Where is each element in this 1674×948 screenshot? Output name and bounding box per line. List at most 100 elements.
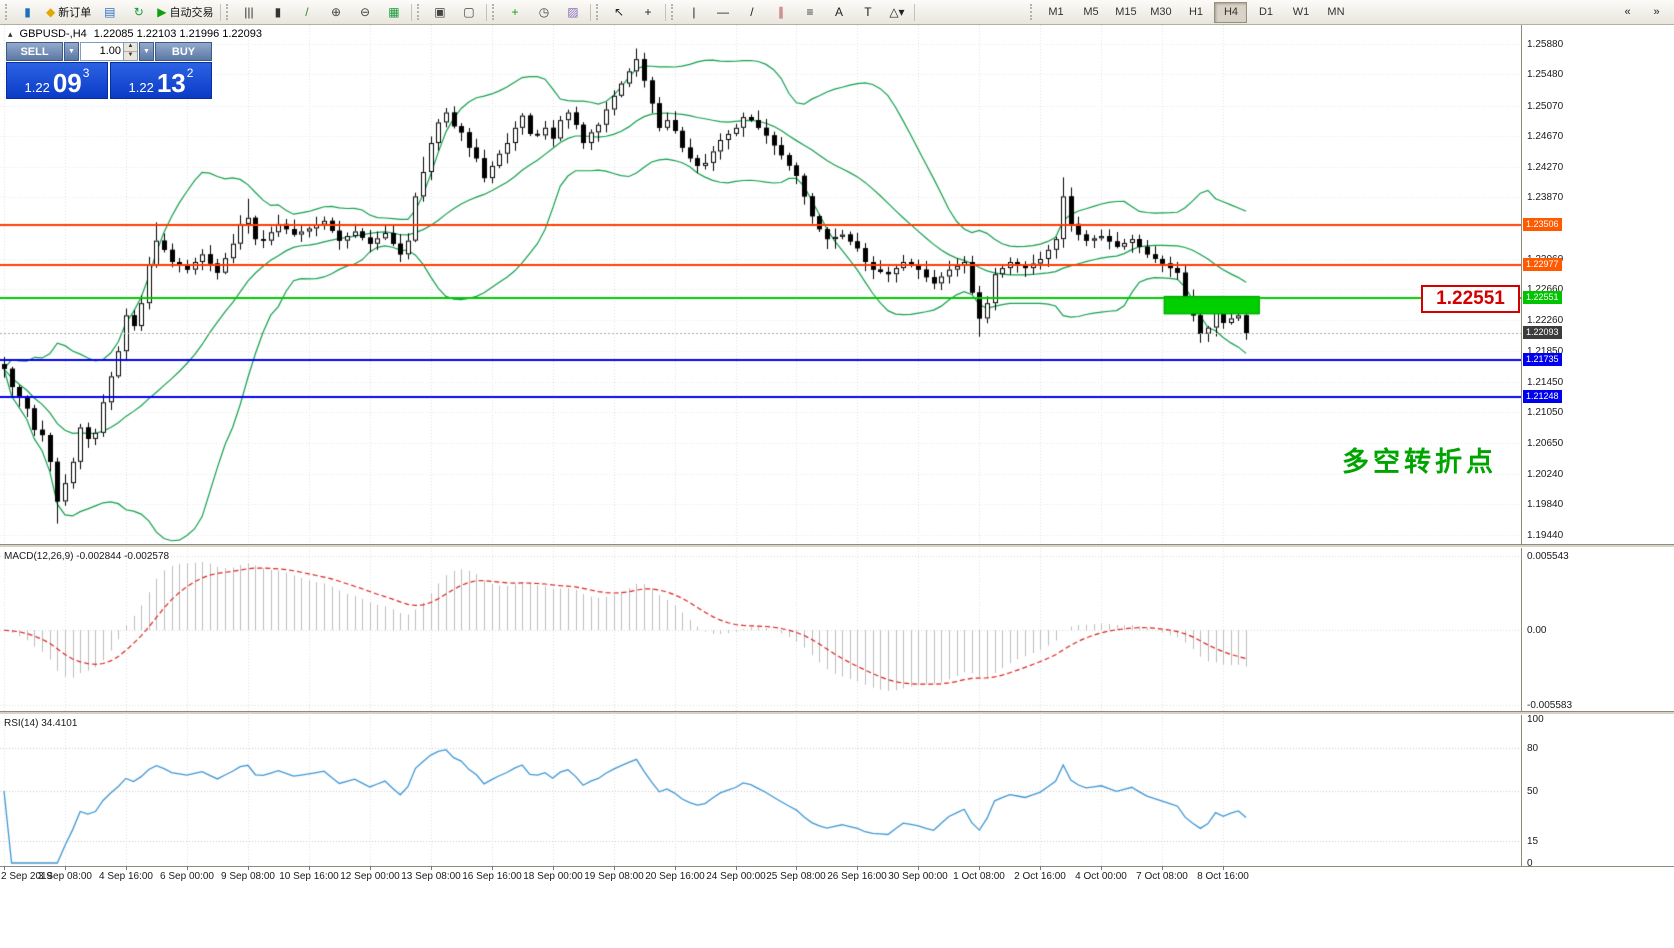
time-axis-label: 10 Sep 16:00 (279, 871, 339, 882)
pane-separator-rsi[interactable] (0, 711, 1674, 715)
macd-canvas[interactable] (0, 548, 1521, 711)
fibonacci-button[interactable]: ≡ (795, 1, 824, 24)
timeframe-m30-button[interactable]: M30 (1150, 6, 1172, 18)
cascade-windows-button[interactable]: ▢ (454, 1, 483, 24)
toolbar-drag-handle[interactable] (417, 4, 421, 20)
sell-button[interactable]: SELL (6, 42, 63, 61)
candlestick-button[interactable]: ▮ (263, 1, 292, 24)
buy-price-main: 1.22 (128, 80, 154, 95)
one-click-toggle-icon[interactable]: ▴ (8, 28, 13, 39)
trendline-icon: / (750, 5, 754, 19)
timeframe-h1-button[interactable]: H1 (1188, 6, 1203, 18)
timeframe-w1-button[interactable]: W1 (1292, 6, 1310, 18)
volume-up-button[interactable]: ▲ (124, 43, 137, 52)
timeframe-h4-button[interactable]: H4 (1214, 1, 1248, 23)
price-chart-canvas[interactable] (0, 25, 1521, 544)
zoom-out-button[interactable]: ⊖ (350, 1, 379, 24)
toolbar-separator (220, 3, 222, 21)
time-axis-label: 4 Oct 00:00 (1075, 871, 1127, 882)
horizontal-line-icon: — (716, 5, 729, 19)
shapes-button[interactable]: △▾ (882, 1, 911, 24)
toolbar-separator (411, 3, 413, 21)
indicators-button[interactable]: + (500, 1, 529, 24)
label-button[interactable]: T (853, 1, 882, 24)
templates-button[interactable]: ▨ (558, 1, 587, 24)
rsi-axis-label: 15 (1527, 836, 1539, 848)
sell-dropdown-button[interactable]: ▼ (64, 42, 79, 61)
price-axis-label: 1.20240 (1527, 468, 1564, 480)
rsi-canvas[interactable] (0, 715, 1521, 866)
rsi-axis-label: 50 (1527, 786, 1539, 797)
toolbar-overflow-right-icon[interactable]: » (1653, 6, 1660, 18)
price-axis-label: 1.23870 (1527, 192, 1564, 204)
line-chart-button[interactable]: / (292, 1, 321, 24)
time-axis-label: 2 Oct 16:00 (1014, 871, 1066, 882)
buy-dropdown-button[interactable]: ▼ (139, 42, 154, 61)
ohlc-values: 1.22085 1.22103 1.21996 1.22093 (93, 28, 262, 40)
time-axis-label: 9 Sep 08:00 (221, 871, 275, 882)
time-axis-tick (979, 866, 980, 870)
timeframe-mn-button[interactable]: MN (1327, 6, 1345, 18)
time-axis-tick (492, 866, 493, 870)
horizontal-line-button[interactable]: — (708, 1, 737, 24)
sell-price-main: 1.22 (24, 80, 50, 95)
arrow-shapes-icon: △▾ (889, 5, 905, 19)
time-axis-label: 19 Sep 08:00 (584, 871, 644, 882)
price-tag: 1.22977 (1523, 258, 1562, 272)
timeframe-m1-button[interactable]: M1 (1048, 6, 1064, 18)
text-button[interactable]: A (824, 1, 853, 24)
toolbar-drag-handle[interactable] (596, 4, 600, 20)
time-axis[interactable] (0, 866, 1674, 948)
new-chart-button[interactable]: ▮ (13, 1, 42, 24)
price-axis-label: 1.20650 (1527, 437, 1564, 449)
volume-input[interactable]: 1.00 (99, 45, 121, 57)
profiles-button[interactable]: ▤ (95, 1, 124, 24)
autotrading-button[interactable]: ▶ 自动交易 (153, 1, 217, 24)
macd-axis-label: 0.00 (1527, 625, 1547, 637)
price-tag: 1.21248 (1523, 390, 1562, 404)
time-axis-tick (1162, 866, 1163, 870)
channel-button[interactable]: ∥ (766, 1, 795, 24)
timeframe-d1-button[interactable]: D1 (1258, 6, 1273, 18)
crosshair-icon: + (644, 5, 652, 19)
trendline-button[interactable]: / (737, 1, 766, 24)
toolbar-drag-handle[interactable] (671, 4, 675, 20)
buy-price-button[interactable]: 1.22 13 2 (110, 62, 212, 99)
zoom-in-button[interactable]: ⊕ (321, 1, 350, 24)
pane-separator-macd[interactable] (0, 544, 1674, 548)
volume-down-button[interactable]: ▼ (124, 52, 137, 60)
price-axis[interactable] (1521, 25, 1674, 866)
toolbar-drag-handle[interactable] (5, 4, 9, 20)
toolbar-drag-handle[interactable] (492, 4, 496, 20)
timeframe-m5-button[interactable]: M5 (1083, 6, 1099, 18)
buy-price-pips: 13 (156, 68, 186, 98)
vertical-line-button[interactable]: | (679, 1, 708, 24)
time-axis-tick (370, 866, 371, 870)
new-order-button[interactable]: ◆ 新订单 (42, 1, 95, 24)
annotation-text[interactable]: 多空转折点 (1342, 447, 1497, 477)
grid-button[interactable]: ▦ (379, 1, 408, 24)
time-axis-tick (4, 866, 5, 870)
price-axis-label: 1.24670 (1527, 131, 1564, 143)
timeframe-m15-button[interactable]: M15 (1115, 6, 1137, 18)
time-axis-tick (309, 866, 310, 870)
line-chart-icon: / (305, 5, 309, 19)
crosshair-button[interactable]: + (633, 1, 662, 24)
sell-price-button[interactable]: 1.22 09 3 (6, 62, 108, 99)
periods-button[interactable]: ◷ (529, 1, 558, 24)
buy-button[interactable]: BUY (155, 42, 212, 61)
refresh-button[interactable]: ↻ (124, 1, 153, 24)
channel-icon: ∥ (777, 5, 784, 19)
label-icon: T (864, 5, 872, 19)
toolbar-drag-handle[interactable] (226, 4, 230, 20)
price-tag: 1.21735 (1523, 352, 1562, 366)
time-axis-label: 13 Sep 08:00 (401, 871, 461, 882)
new-order-button-label: 新订单 (58, 7, 92, 19)
cursor-button[interactable]: ↖ (604, 1, 633, 24)
tile-windows-button[interactable]: ▣ (425, 1, 454, 24)
toolbar-overflow-left-icon[interactable]: « (1624, 6, 1631, 18)
price-callout-box[interactable]: 1.22551 (1421, 285, 1520, 313)
bar-chart-button[interactable]: ||| (234, 1, 263, 24)
toolbar-drag-handle[interactable] (1030, 4, 1034, 20)
